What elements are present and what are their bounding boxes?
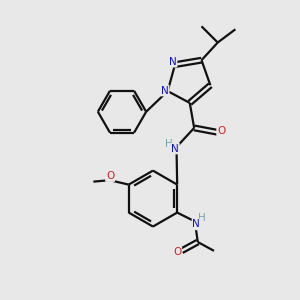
Text: O: O — [106, 171, 114, 181]
Text: H: H — [198, 213, 206, 223]
Text: O: O — [173, 247, 181, 257]
Text: H: H — [165, 139, 173, 149]
Text: O: O — [217, 126, 225, 136]
Text: N: N — [171, 143, 179, 154]
Text: N: N — [169, 57, 176, 67]
Text: N: N — [161, 85, 169, 95]
Text: N: N — [192, 219, 200, 229]
